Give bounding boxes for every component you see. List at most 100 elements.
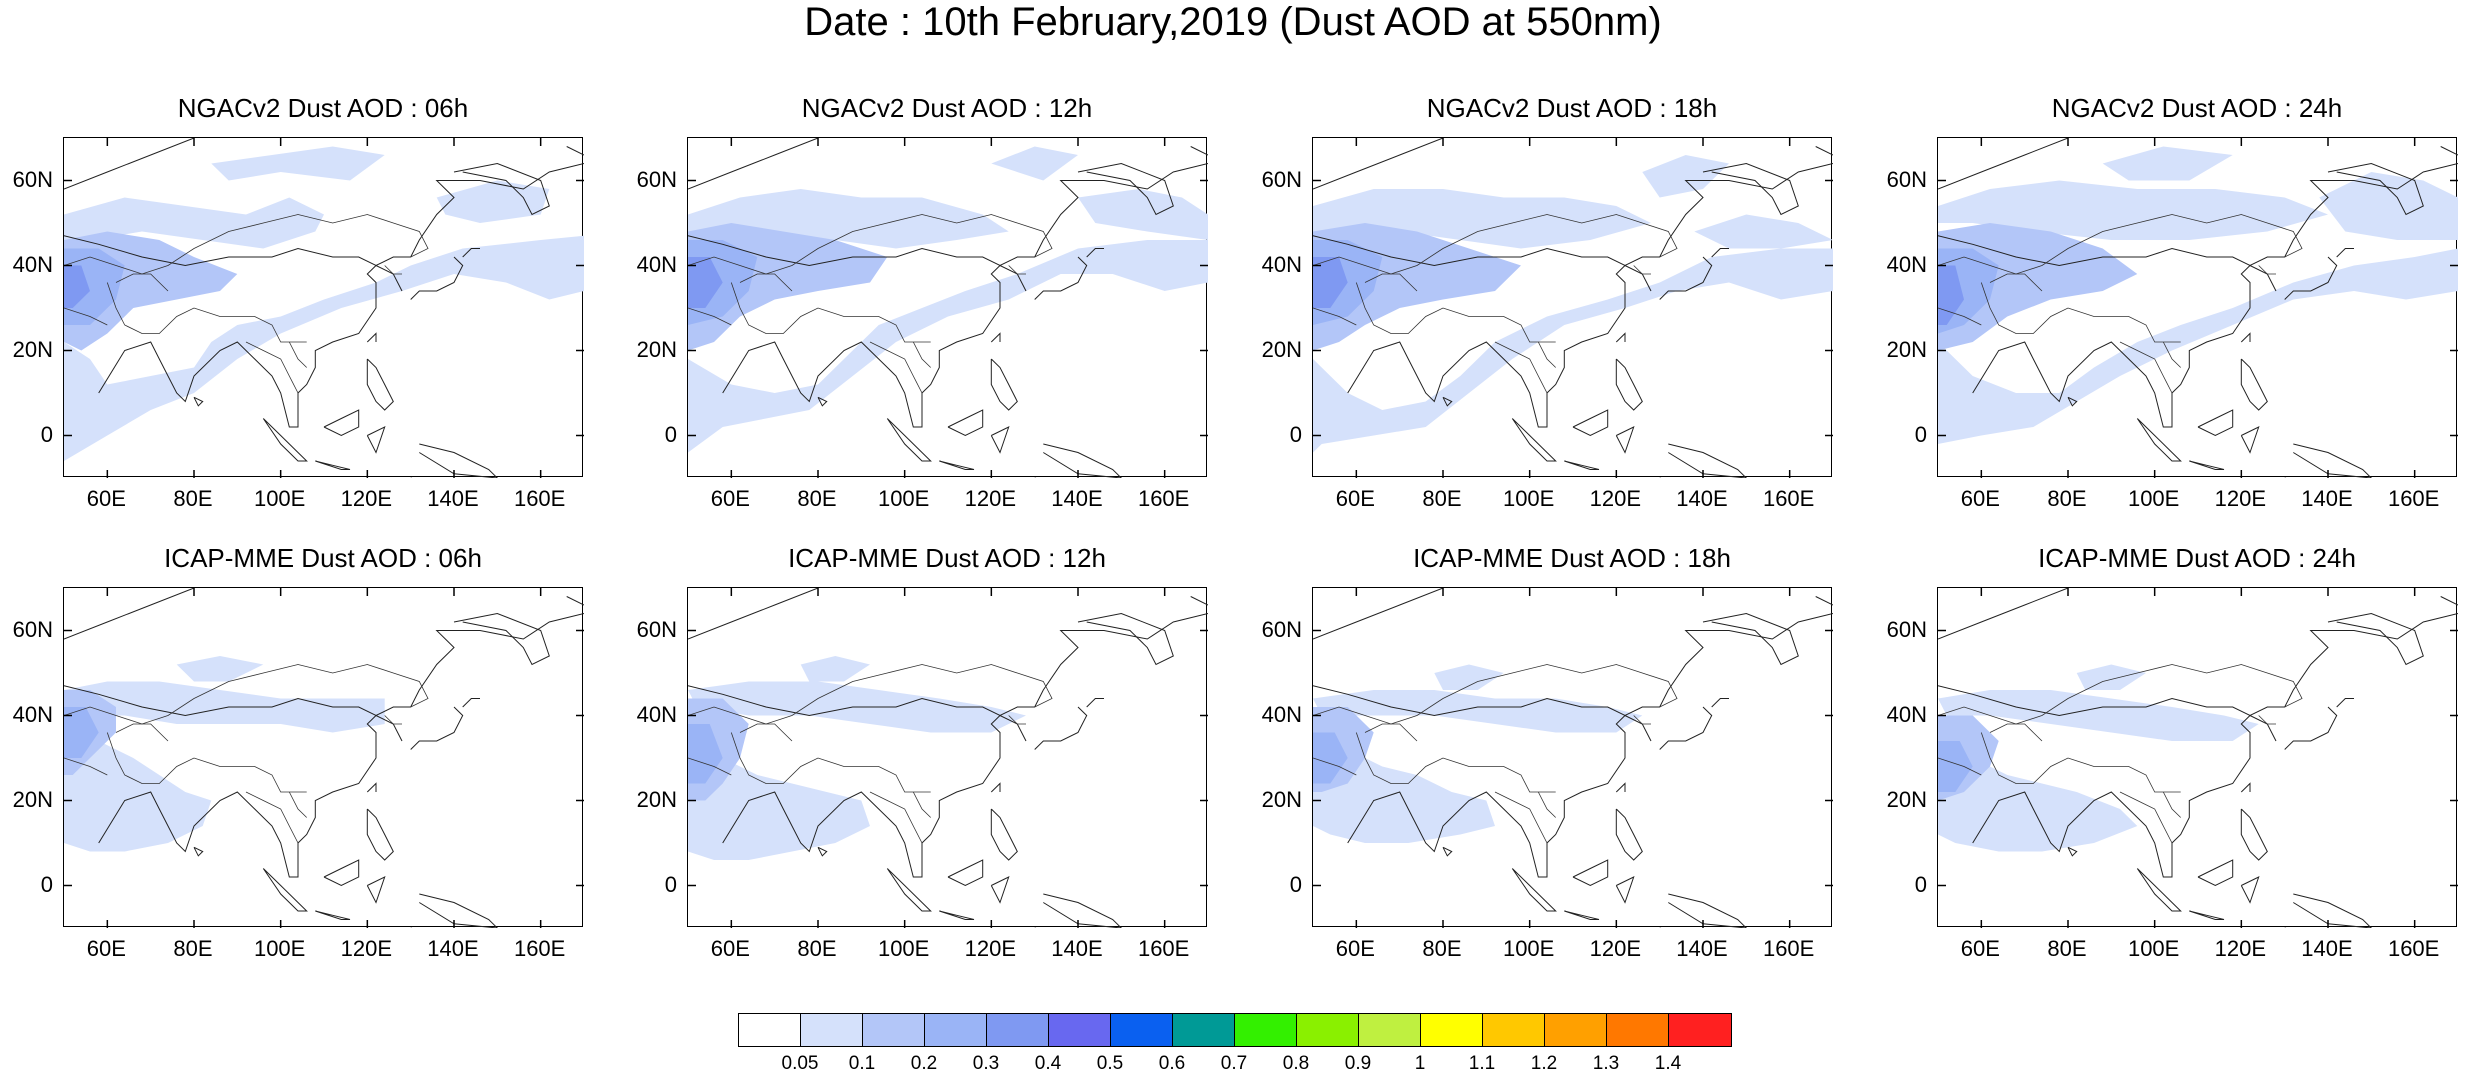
country-border [1494, 341, 1548, 394]
panel-title: NGACv2 Dust AOD : 18h [1426, 93, 1718, 123]
coastline [366, 782, 377, 793]
coastline [1442, 396, 1453, 407]
country-border [688, 664, 1053, 725]
coastline [64, 163, 584, 267]
y-tick-label: 60N [12, 166, 53, 192]
country-border [1989, 273, 2043, 292]
coastline [1938, 163, 2458, 267]
y-tick-label: 60N [12, 616, 53, 642]
aod-region-level-3 [688, 724, 723, 784]
x-tick-label: 140E [1676, 486, 1728, 511]
coastline [1043, 893, 1123, 928]
colorbar-box [1297, 1014, 1359, 1046]
country-border [1537, 341, 1556, 368]
coastline [366, 332, 377, 343]
coastline [1043, 443, 1123, 478]
map-frame [63, 587, 584, 928]
x-tick-label: 140E [1051, 936, 1103, 961]
coastline [1190, 146, 1208, 156]
coastline [2240, 358, 2268, 411]
coastline [688, 163, 1208, 267]
coastline [1938, 588, 2069, 640]
y-tick-label: 0 [1289, 871, 1302, 897]
aod-region-level-1 [436, 180, 550, 223]
map-svg [64, 588, 584, 928]
x-tick-label: 140E [427, 936, 479, 961]
country-border [1355, 282, 1556, 343]
coastline [2336, 248, 2354, 258]
aod-region-level-4 [64, 265, 90, 308]
coastline [2197, 859, 2234, 887]
aod-region-level-1 [64, 235, 584, 461]
aod-region-level-1 [1313, 189, 1651, 249]
country-border [730, 732, 931, 793]
x-tick-label: 80E [1422, 486, 1462, 511]
panel-title: NGACv2 Dust AOD : 06h [177, 93, 469, 123]
x-tick-label: 60E [1960, 936, 2000, 961]
coastline [419, 443, 499, 478]
country-border [1313, 664, 1678, 725]
colorbar-box [1669, 1014, 1731, 1046]
x-tick-label: 160E [1137, 486, 1190, 511]
country-border [115, 723, 169, 742]
coastline [1313, 163, 1833, 267]
aod-region-level-1 [1313, 248, 1833, 453]
coastline [886, 868, 932, 912]
map-frame [1937, 137, 2458, 478]
map-svg [1938, 138, 2458, 478]
coastline [566, 146, 584, 156]
coastline [2136, 418, 2182, 462]
coastline [1615, 358, 1643, 411]
country-border [688, 214, 1053, 275]
map-svg [1938, 588, 2458, 928]
x-tick-label: 80E [173, 936, 213, 961]
x-tick-label: 80E [1422, 936, 1462, 961]
x-tick-label: 160E [1762, 936, 1815, 961]
y-tick-label: 0 [1914, 871, 1927, 897]
colorbar-box [1545, 1014, 1607, 1046]
colorbar-label: 0.5 [1096, 1053, 1124, 1074]
aod-region-level-1 [991, 146, 1078, 181]
coastline [990, 358, 1018, 411]
figure-title: Date : 10th February,2019 (Dust AOD at 5… [804, 0, 1662, 44]
country-border [288, 341, 307, 368]
y-tick-label: 20N [636, 336, 677, 362]
aod-region-level-4 [1313, 257, 1348, 308]
coastline [323, 859, 360, 887]
country-border [1494, 791, 1548, 844]
x-tick-label: 80E [2047, 486, 2087, 511]
colorbar-box [1483, 1014, 1545, 1046]
country-border [64, 307, 108, 326]
aod-region-level-1 [2076, 664, 2146, 690]
colorbar-box [1607, 1014, 1669, 1046]
x-tick-label: 160E [1137, 936, 1190, 961]
x-tick-label: 100E [877, 486, 930, 511]
coastline [2136, 868, 2182, 912]
coastline [64, 138, 195, 190]
coastline [939, 910, 975, 920]
colorbar-label: 1.2 [1530, 1053, 1558, 1074]
coastline [366, 876, 386, 904]
aod-region-level-1 [688, 240, 1208, 453]
coastline [1938, 613, 2458, 717]
coastline [2189, 910, 2225, 920]
x-tick-label: 140E [427, 486, 479, 511]
y-tick-label: 20N [1886, 786, 1927, 812]
country-border [2119, 341, 2173, 394]
coastline [1972, 714, 2277, 878]
coastline [323, 409, 360, 437]
coastline [1511, 868, 1557, 912]
map-svg [688, 138, 1208, 478]
coastline [722, 264, 1027, 428]
coastline [566, 596, 584, 606]
x-tick-label: 120E [1589, 486, 1642, 511]
country-border [869, 341, 923, 394]
coastline [2240, 782, 2251, 793]
x-tick-label: 100E [877, 936, 930, 961]
coastline [419, 893, 499, 928]
aod-region-level-1 [1313, 690, 1643, 733]
colorbar-label: 0.1 [848, 1053, 876, 1074]
country-border [2162, 791, 2181, 818]
x-tick-label: 80E [173, 486, 213, 511]
coastline [1659, 706, 1713, 750]
